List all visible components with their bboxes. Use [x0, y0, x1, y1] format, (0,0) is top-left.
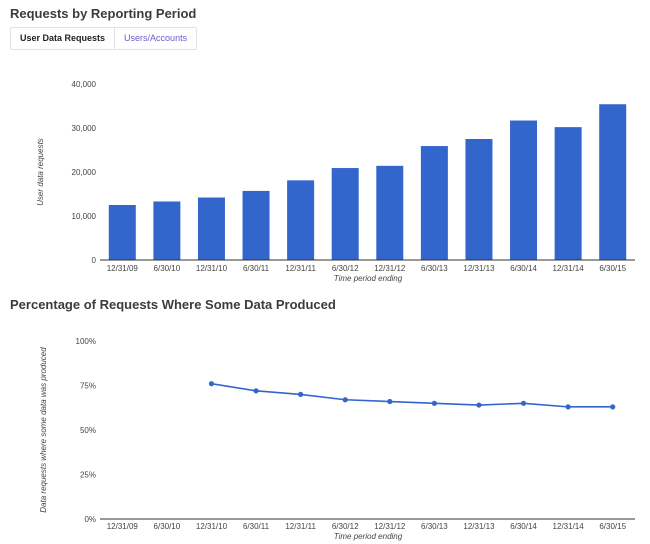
data-point: [610, 404, 616, 410]
x-tick-label: 12/31/09: [107, 264, 139, 273]
metric-tabs: User Data Requests Users/Accounts: [10, 27, 198, 50]
bar: [242, 190, 270, 260]
x-tick-label: 12/31/10: [196, 522, 228, 531]
x-tick-label: 6/30/13: [421, 264, 448, 273]
bar: [599, 104, 627, 261]
line-chart-title: Percentage of Requests Where Some Data P…: [10, 297, 336, 312]
bar: [331, 168, 359, 260]
x-tick-label: 6/30/14: [510, 264, 537, 273]
y-tick-label: 75%: [80, 382, 96, 391]
x-tick-label: 6/30/12: [332, 522, 359, 531]
x-tick-label: 12/31/14: [553, 264, 585, 273]
y-tick-label: 20,000: [72, 168, 97, 177]
bar: [554, 127, 582, 261]
x-tick-label: 12/31/10: [196, 264, 228, 273]
bar: [153, 201, 181, 260]
x-tick-label: 6/30/12: [332, 264, 359, 273]
y-axis-title: Data requests where some data was produc…: [39, 347, 48, 513]
bar: [465, 139, 493, 260]
x-tick-label: 6/30/10: [154, 264, 181, 273]
data-point: [476, 402, 482, 408]
x-axis-title: Time period ending: [334, 274, 403, 283]
y-tick-label: 50%: [80, 426, 96, 435]
x-tick-label: 12/31/12: [374, 264, 406, 273]
bar: [287, 180, 315, 260]
x-tick-label: 6/30/11: [243, 264, 270, 273]
series-line: [211, 382, 613, 408]
x-tick-label: 12/31/12: [374, 522, 406, 531]
data-point: [520, 400, 527, 406]
data-point: [208, 381, 215, 387]
data-point: [387, 398, 393, 405]
data-point: [565, 404, 571, 410]
y-axis-title: User data requests: [36, 138, 45, 206]
y-tick-label: 10,000: [72, 212, 97, 221]
y-tick-label: 40,000: [72, 80, 97, 89]
y-tick-label: 100%: [76, 337, 96, 346]
data-point: [431, 400, 437, 406]
data-point: [342, 397, 348, 403]
x-tick-label: 6/30/15: [599, 522, 626, 531]
data-point: [298, 391, 304, 397]
x-tick-label: 6/30/13: [421, 522, 448, 531]
data-point: [253, 388, 259, 394]
x-tick-label: 12/31/13: [463, 522, 495, 531]
bar: [197, 197, 225, 260]
bar: [376, 165, 404, 260]
x-tick-label: 12/31/11: [285, 264, 316, 273]
x-tick-label: 6/30/10: [154, 522, 181, 531]
bar: [108, 205, 136, 260]
bar-chart: 0 10,000 20,000 30,000 40,000 12/31/09 6/30/10…: [36, 80, 635, 283]
bar: [510, 120, 538, 261]
bar: [420, 146, 448, 260]
x-tick-label: 6/30/15: [599, 264, 626, 273]
bar-chart-title: Requests by Reporting Period: [10, 6, 197, 21]
y-tick-label: 25%: [80, 471, 96, 480]
x-tick-label: 12/31/13: [463, 264, 495, 273]
x-tick-label: 12/31/11: [285, 522, 316, 531]
x-tick-label: 6/30/11: [243, 522, 270, 531]
y-tick-label: 0%: [84, 515, 96, 524]
x-tick-label: 12/31/09: [107, 522, 139, 531]
y-tick-label: 30,000: [72, 124, 97, 133]
x-tick-label: 6/30/14: [510, 522, 537, 531]
y-tick-label: 0: [92, 256, 97, 265]
x-tick-label: 12/31/14: [553, 522, 585, 531]
tab-users-accounts[interactable]: Users/Accounts: [124, 33, 188, 43]
tab-user-data-requests[interactable]: User Data Requests: [11, 28, 116, 49]
x-axis-title: Time period ending: [334, 532, 403, 541]
